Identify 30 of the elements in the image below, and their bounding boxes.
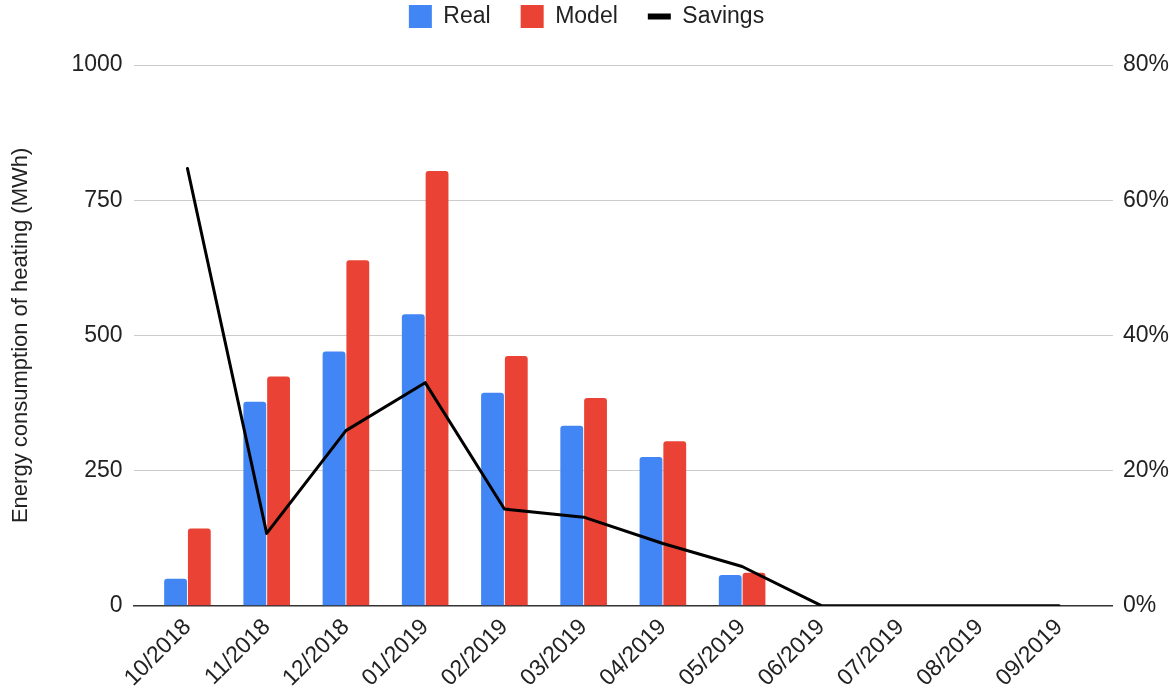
y-tick-label: 500 <box>84 320 123 347</box>
y2-tick-label: 0% <box>1122 591 1157 618</box>
bar <box>322 351 346 606</box>
bar <box>164 578 187 606</box>
bar <box>346 260 370 606</box>
y-tick-label: 0 <box>109 591 123 618</box>
bar <box>663 441 687 606</box>
y-tick-label: 750 <box>84 185 123 212</box>
bar <box>718 574 742 606</box>
y2-tick-label: 80% <box>1122 50 1169 77</box>
y2-tick-label: 40% <box>1122 320 1169 347</box>
y-tick-label: 1000 <box>71 50 123 77</box>
bar <box>267 376 290 606</box>
bar <box>401 314 425 606</box>
bar <box>481 392 504 606</box>
y2-tick-label: 60% <box>1122 185 1169 212</box>
bar <box>742 572 766 606</box>
y-tick-label: 250 <box>84 455 123 482</box>
bar <box>504 355 528 606</box>
bar <box>639 457 663 606</box>
bar <box>425 170 449 606</box>
bar <box>584 398 607 606</box>
legend-label: Real <box>443 1 491 28</box>
legend-label: Savings <box>682 1 765 28</box>
bar <box>187 528 211 606</box>
bar <box>243 401 267 606</box>
bar <box>560 425 584 606</box>
y-axis-title: Energy consumption of heating (MWh) <box>7 147 33 524</box>
y2-tick-label: 20% <box>1122 455 1169 482</box>
legend-label: Model <box>555 1 618 28</box>
